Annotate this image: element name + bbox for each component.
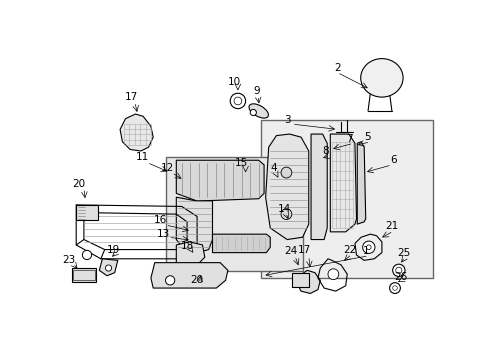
Text: 5: 5 bbox=[363, 132, 370, 142]
Text: 2: 2 bbox=[333, 63, 340, 73]
Circle shape bbox=[105, 265, 111, 271]
Polygon shape bbox=[297, 270, 320, 293]
Circle shape bbox=[362, 241, 374, 253]
Text: 26: 26 bbox=[394, 271, 407, 282]
Text: 8: 8 bbox=[322, 146, 328, 156]
Text: 14: 14 bbox=[277, 204, 290, 214]
Text: 17: 17 bbox=[298, 244, 311, 255]
Bar bbox=[291, 273, 308, 287]
Polygon shape bbox=[99, 259, 118, 276]
Text: 6: 6 bbox=[389, 155, 396, 165]
Text: 18: 18 bbox=[181, 241, 194, 251]
Text: 1: 1 bbox=[363, 246, 369, 256]
Text: 11: 11 bbox=[136, 152, 149, 162]
Text: 21: 21 bbox=[385, 221, 398, 231]
Polygon shape bbox=[120, 114, 153, 151]
Polygon shape bbox=[310, 134, 326, 239]
Circle shape bbox=[82, 250, 91, 260]
Circle shape bbox=[165, 276, 174, 285]
Bar bbox=[166, 157, 303, 271]
Text: 23: 23 bbox=[62, 255, 75, 265]
Text: 20: 20 bbox=[73, 179, 86, 189]
Circle shape bbox=[281, 167, 291, 178]
Polygon shape bbox=[176, 160, 264, 201]
Text: 17: 17 bbox=[125, 92, 138, 102]
Circle shape bbox=[230, 93, 245, 109]
Text: 15: 15 bbox=[235, 158, 248, 167]
Bar bbox=[73, 270, 95, 280]
Circle shape bbox=[389, 283, 400, 293]
Text: 22: 22 bbox=[342, 244, 355, 255]
Bar bbox=[261, 120, 432, 278]
Polygon shape bbox=[212, 234, 270, 253]
Polygon shape bbox=[357, 142, 365, 224]
Text: 4: 4 bbox=[269, 163, 276, 173]
Polygon shape bbox=[329, 134, 356, 232]
Polygon shape bbox=[176, 197, 212, 253]
Circle shape bbox=[234, 97, 241, 105]
Bar bbox=[76, 205, 98, 220]
Text: 25: 25 bbox=[396, 248, 409, 258]
Circle shape bbox=[327, 269, 338, 280]
Polygon shape bbox=[176, 242, 204, 268]
Text: 10: 10 bbox=[228, 77, 241, 87]
Text: 19: 19 bbox=[107, 244, 121, 255]
Circle shape bbox=[395, 267, 401, 274]
Text: 24: 24 bbox=[284, 246, 297, 256]
Circle shape bbox=[392, 264, 404, 276]
Polygon shape bbox=[151, 263, 227, 288]
Text: 12: 12 bbox=[160, 163, 173, 173]
Text: 16: 16 bbox=[153, 215, 166, 225]
Ellipse shape bbox=[360, 59, 402, 97]
Text: 7: 7 bbox=[346, 134, 352, 144]
Circle shape bbox=[392, 286, 396, 291]
Bar bbox=[71, 268, 96, 282]
Text: 3: 3 bbox=[284, 115, 290, 125]
Circle shape bbox=[281, 209, 291, 220]
Text: 20: 20 bbox=[189, 275, 203, 285]
Ellipse shape bbox=[248, 104, 268, 118]
Circle shape bbox=[366, 245, 370, 249]
Text: 13: 13 bbox=[156, 229, 169, 239]
Circle shape bbox=[250, 109, 256, 116]
Polygon shape bbox=[265, 134, 308, 239]
Text: 9: 9 bbox=[253, 86, 259, 96]
